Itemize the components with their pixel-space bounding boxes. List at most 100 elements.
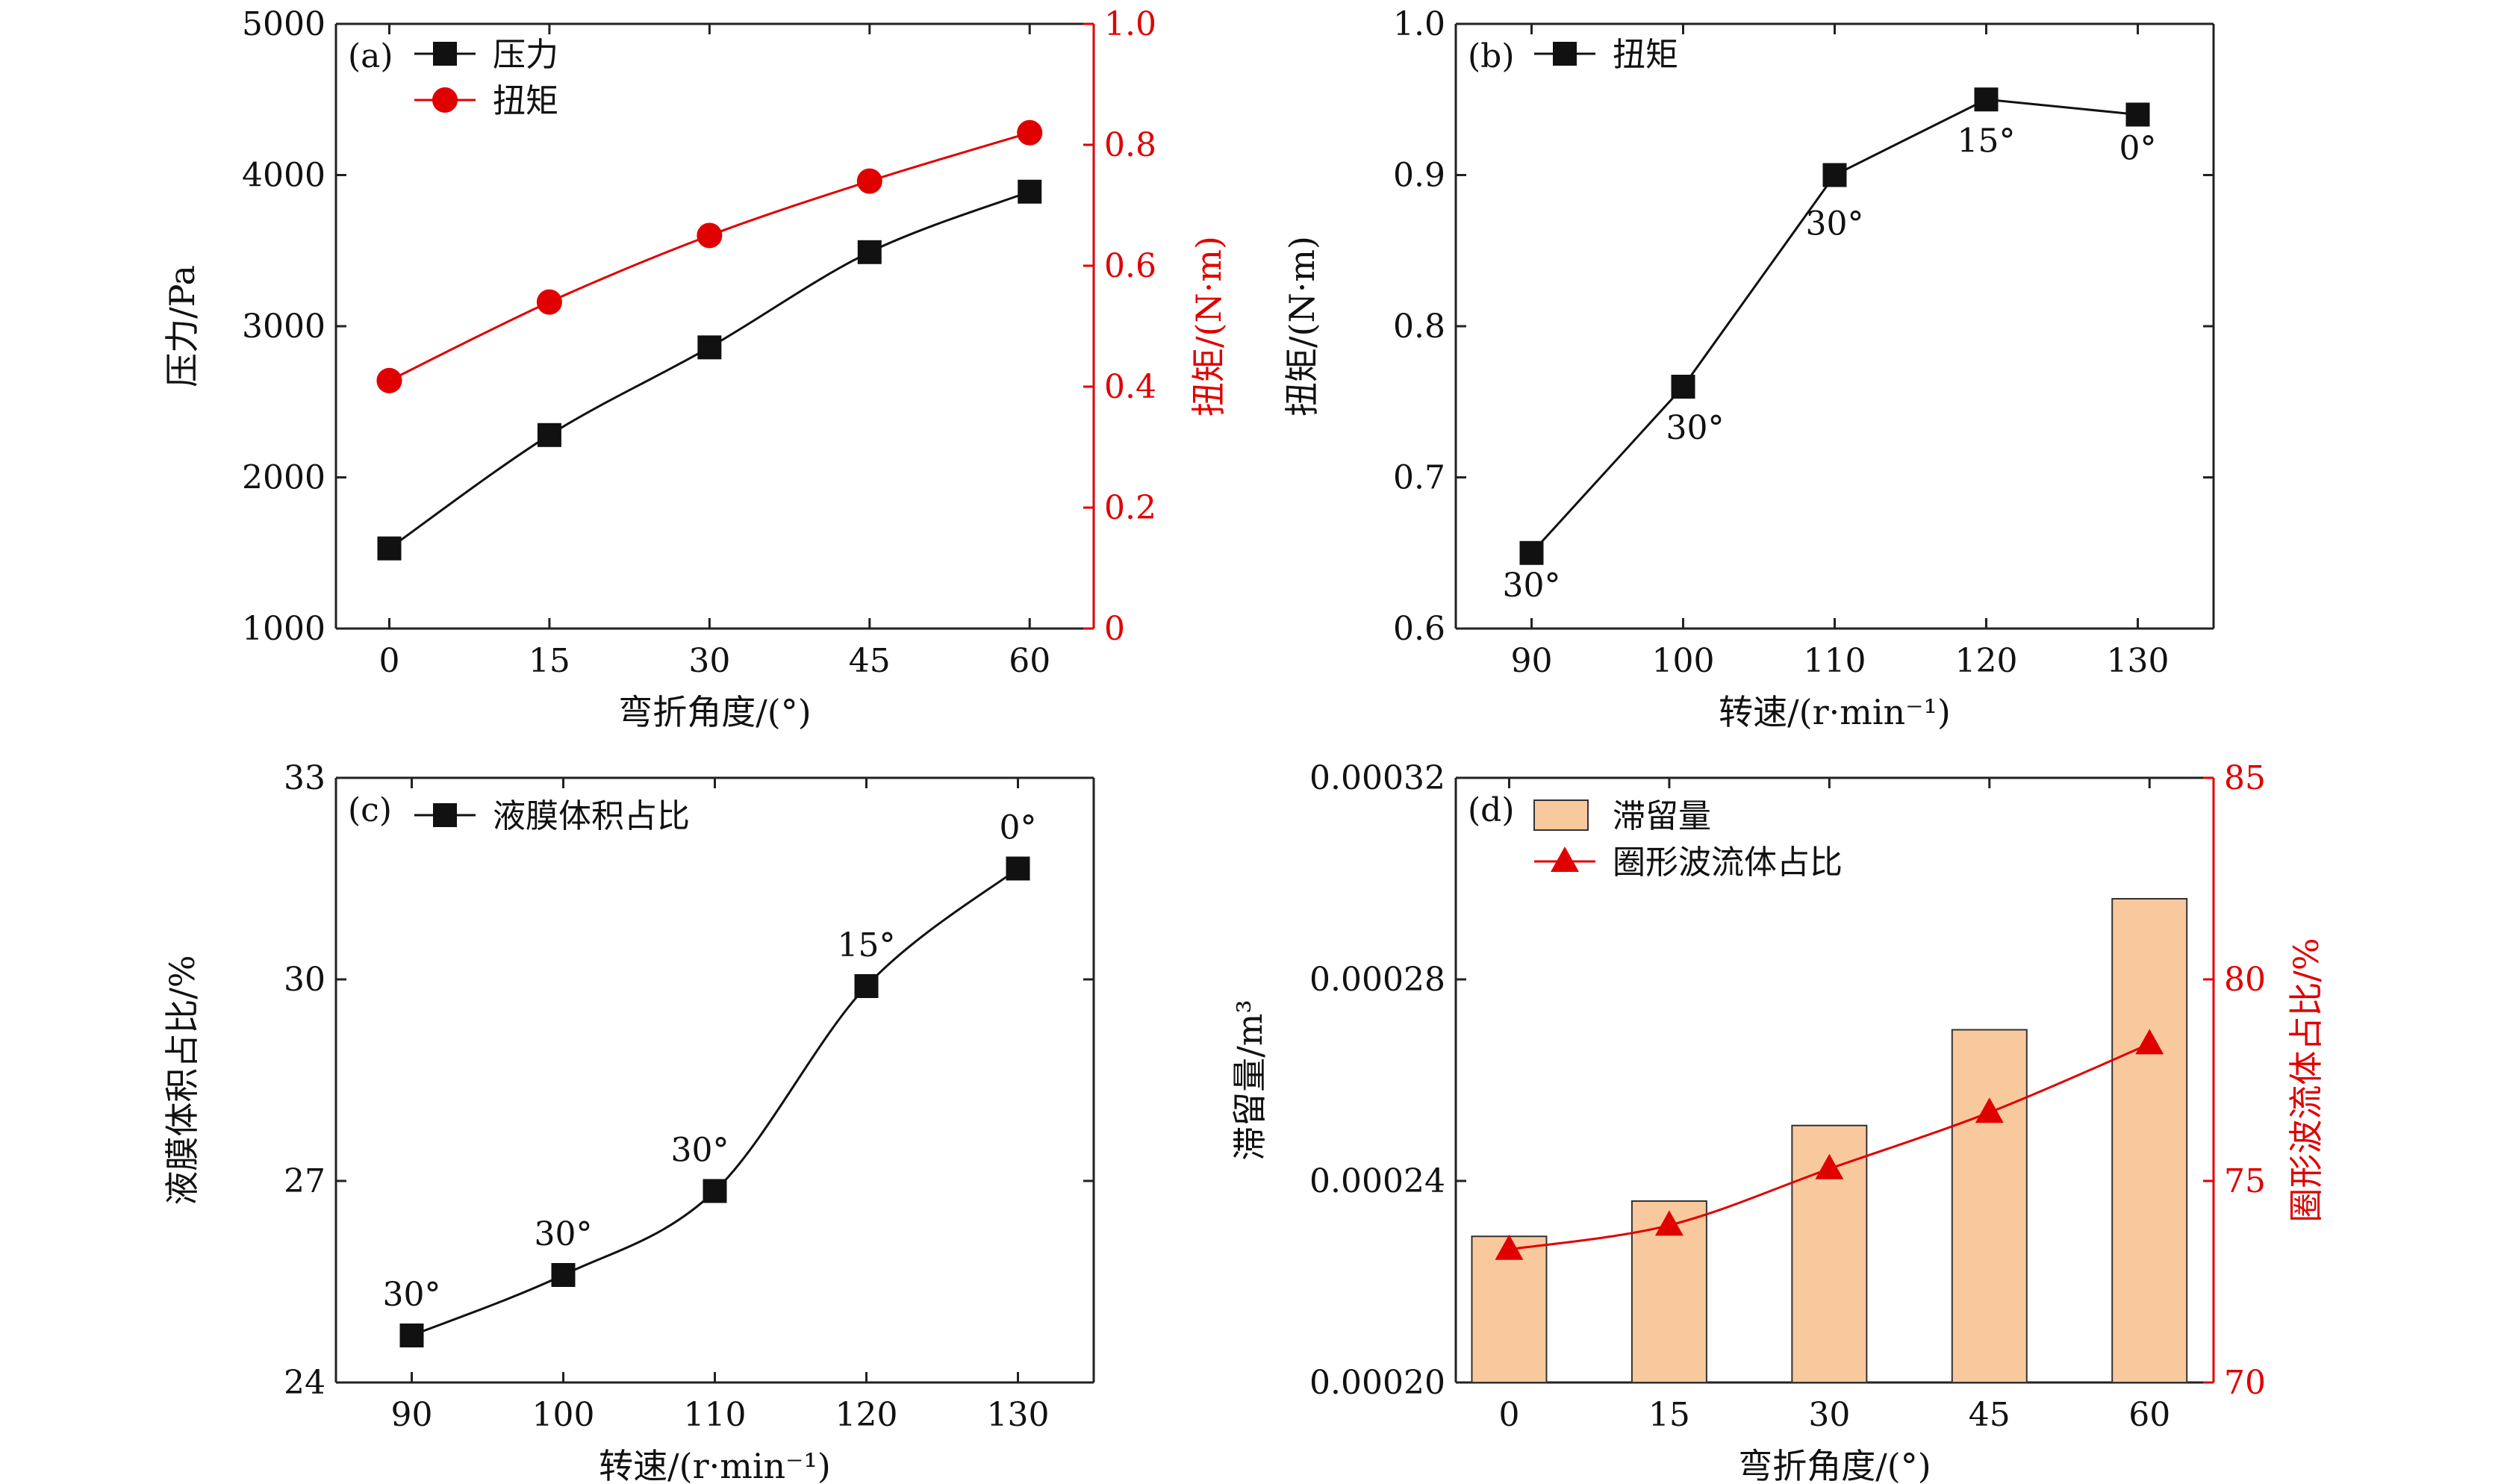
y-tick-label: 33 xyxy=(284,759,326,797)
x-tick-label: 0 xyxy=(379,642,399,680)
data-point xyxy=(1815,1153,1844,1179)
y2-tick-label: 0 xyxy=(1104,610,1125,648)
y-tick-label: 1.0 xyxy=(1393,5,1445,43)
point-annotation: 0° xyxy=(2119,130,2157,168)
y-axis-title: 液膜体积占比/% xyxy=(162,955,202,1205)
panel-b: 90 100 110 120 130 0.6 0.7 0.8 0.9 1.0 转速/(r·min⁻¹… xyxy=(1282,5,2215,732)
x-tick-label: 0 xyxy=(1498,1396,1519,1434)
panel-label: (c) xyxy=(348,791,392,829)
point-annotation: 30° xyxy=(671,1132,729,1170)
data-point xyxy=(857,240,882,264)
y2-tick-label: 75 xyxy=(2224,1162,2266,1200)
y-tick-label: 0.9 xyxy=(1393,157,1445,195)
data-point xyxy=(1975,1097,2004,1123)
point-annotation: 15° xyxy=(1957,122,2016,160)
x-tick-label: 110 xyxy=(1804,642,1866,680)
data-point xyxy=(1671,375,1695,399)
legend-bar-swatch xyxy=(1533,799,1589,831)
x-tick-label: 30 xyxy=(688,642,730,680)
bar xyxy=(1471,1235,1548,1383)
panel-label: (b) xyxy=(1468,37,1515,75)
data-point xyxy=(1495,1234,1524,1260)
y-tick-label: 4000 xyxy=(242,157,326,195)
data-point xyxy=(551,1263,576,1287)
y-tick-label: 30 xyxy=(284,961,326,999)
panel-d: 0 15 30 45 60 0.00020 0.00024 0.00028 0.00032 70 7… xyxy=(1230,759,2326,1484)
y-tick-label: 3000 xyxy=(242,308,326,346)
x-tick-label: 45 xyxy=(1969,1396,2010,1434)
data-point xyxy=(536,289,562,315)
panel-c: 90 100 110 120 130 24 27 30 33 转速/(r·min⁻¹) 液膜体积占比… xyxy=(162,759,1095,1484)
y2-axis-title: 圈形波流体占比/% xyxy=(2286,938,2326,1222)
legend-label: 滞留量 xyxy=(1613,797,1711,835)
y2-tick-label: 70 xyxy=(2224,1364,2266,1402)
x-tick-label: 30 xyxy=(1808,1396,1850,1434)
x-tick-label: 60 xyxy=(2128,1396,2170,1434)
legend-marker xyxy=(1551,847,1579,872)
y-tick-label: 27 xyxy=(284,1162,326,1200)
data-point xyxy=(1822,163,1847,187)
y-tick-label: 0.6 xyxy=(1393,610,1445,648)
data-point xyxy=(1654,1210,1683,1236)
data-point xyxy=(1017,119,1043,146)
panel-label: (a) xyxy=(348,37,393,75)
y2-tick-label: 0.8 xyxy=(1104,126,1156,164)
point-annotation: 30° xyxy=(383,1276,441,1314)
data-point xyxy=(697,335,722,360)
bar xyxy=(1951,1029,2028,1383)
legend-marker xyxy=(433,42,457,66)
y-tick-label: 0.8 xyxy=(1393,308,1445,346)
data-point xyxy=(1018,179,1042,204)
y-tick-label: 5000 xyxy=(242,5,326,43)
x-tick-label: 130 xyxy=(2107,642,2170,680)
y2-tick-label: 80 xyxy=(2224,961,2266,999)
data-point xyxy=(1006,856,1030,881)
legend-label: 扭矩 xyxy=(493,82,558,120)
x-tick-label: 130 xyxy=(987,1396,1050,1434)
x-tick-label: 100 xyxy=(532,1396,595,1434)
data-point xyxy=(856,168,882,194)
data-point xyxy=(2125,102,2150,127)
y-axis-title: 滞留量/m³ xyxy=(1230,1000,1270,1161)
panel-a: 0 15 30 45 60 1000 2000 3000 4000 5000 0 0.2 0.4 0.6 0… xyxy=(162,5,1229,732)
x-tick-label: 15 xyxy=(1648,1396,1690,1434)
data-point xyxy=(1519,540,1544,565)
y2-tick-label: 1.0 xyxy=(1104,5,1156,43)
y-tick-label: 24 xyxy=(284,1364,326,1402)
legend-marker xyxy=(433,803,457,827)
point-annotation: 30° xyxy=(535,1215,593,1253)
x-axis-title: 弯折角度/(°) xyxy=(618,692,811,732)
panel-label: (d) xyxy=(1468,791,1515,829)
x-tick-label: 110 xyxy=(684,1396,747,1434)
data-point xyxy=(703,1179,727,1203)
y-tick-label: 1000 xyxy=(242,610,326,648)
y-tick-label: 0.00032 xyxy=(1309,759,1445,797)
legend-label: 液膜体积占比 xyxy=(493,797,690,835)
x-tick-label: 100 xyxy=(1652,642,1715,680)
data-point xyxy=(399,1324,424,1347)
y-tick-label: 0.7 xyxy=(1393,459,1445,497)
x-tick-label: 120 xyxy=(835,1396,898,1434)
y2-tick-label: 85 xyxy=(2224,759,2266,797)
x-tick-label: 45 xyxy=(849,642,891,680)
x-tick-label: 90 xyxy=(1511,642,1553,680)
data-point xyxy=(537,423,561,447)
y2-axis-title: 扭矩/(N·m) xyxy=(1189,236,1229,417)
point-annotation: 30° xyxy=(1666,409,1725,447)
data-point xyxy=(697,222,723,249)
x-tick-label: 120 xyxy=(1955,642,2018,680)
data-point xyxy=(377,536,402,561)
y-tick-label: 0.00020 xyxy=(1309,1364,1445,1402)
x-tick-label: 90 xyxy=(391,1396,433,1434)
y-tick-label: 0.00024 xyxy=(1309,1162,1445,1200)
x-tick-label: 60 xyxy=(1009,642,1050,680)
y2-tick-label: 0.2 xyxy=(1104,489,1156,527)
x-axis-title: 弯折角度/(°) xyxy=(1738,1446,1931,1484)
bar xyxy=(2111,898,2188,1383)
x-axis-title: 转速/(r·min⁻¹) xyxy=(599,1446,831,1484)
legend-label: 圈形波流体占比 xyxy=(1613,844,1843,882)
data-point xyxy=(2135,1029,2164,1055)
y-tick-label: 2000 xyxy=(242,459,326,497)
data-point xyxy=(1974,87,1999,112)
y-tick-label: 0.00028 xyxy=(1309,961,1445,999)
